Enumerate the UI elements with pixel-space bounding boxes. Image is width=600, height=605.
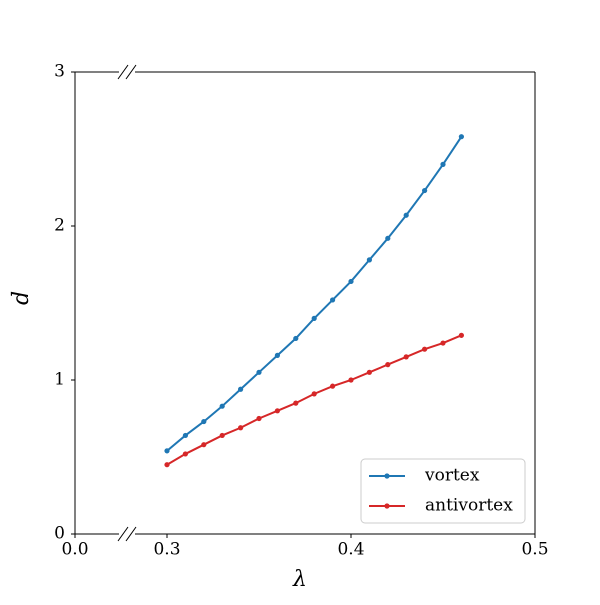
y-tick-label: 1	[54, 370, 65, 390]
data-point	[422, 346, 428, 352]
x-tick-label: 0.5	[521, 540, 548, 560]
data-point	[238, 386, 244, 392]
series-line	[166, 334, 462, 466]
axis-break	[117, 526, 129, 542]
data-point	[164, 462, 170, 468]
data-point	[348, 377, 354, 383]
data-point	[274, 408, 280, 414]
legend-marker	[384, 503, 390, 509]
data-point	[238, 425, 244, 431]
data-point	[256, 415, 262, 422]
axis-break	[125, 64, 137, 80]
data-point	[164, 448, 170, 454]
data-point	[440, 161, 446, 167]
x-tick-label: 0.0	[61, 540, 88, 560]
y-axis-label: d	[9, 291, 34, 305]
y-tick-label: 0	[54, 524, 65, 544]
x-tick-label: 0.4	[337, 540, 364, 560]
x-tick-label: 0.3	[153, 540, 180, 560]
data-point	[403, 212, 409, 218]
data-point	[385, 362, 391, 368]
data-point	[440, 340, 446, 346]
data-point	[256, 369, 262, 375]
legend-label: antivortex	[425, 496, 513, 516]
legend-label: vortex	[424, 466, 480, 486]
data-point	[311, 315, 317, 321]
data-point	[182, 432, 188, 439]
data-point	[201, 442, 207, 448]
legend: vortex antivortex	[360, 458, 526, 524]
series-line	[166, 136, 463, 452]
data-point	[403, 354, 409, 360]
data-point	[458, 332, 464, 338]
data-point	[274, 352, 280, 358]
data-point	[201, 418, 207, 425]
x-axis-label: λ	[292, 567, 307, 592]
data-point	[422, 187, 428, 194]
data-point	[182, 451, 188, 457]
data-point	[330, 383, 336, 389]
data-point	[348, 278, 354, 285]
data-point	[385, 235, 391, 241]
data-point	[330, 297, 336, 303]
data-point	[293, 400, 299, 406]
axis-break	[117, 64, 129, 80]
data-point	[311, 391, 317, 397]
data-point	[219, 403, 225, 409]
data-point	[366, 257, 372, 263]
axis-break	[125, 526, 137, 542]
data-point	[293, 335, 299, 342]
data-point	[366, 369, 372, 375]
y-tick-label: 3	[54, 62, 65, 82]
legend-marker	[384, 473, 390, 479]
data-point	[458, 134, 464, 140]
y-tick-label: 2	[54, 216, 65, 236]
data-point	[219, 432, 225, 439]
